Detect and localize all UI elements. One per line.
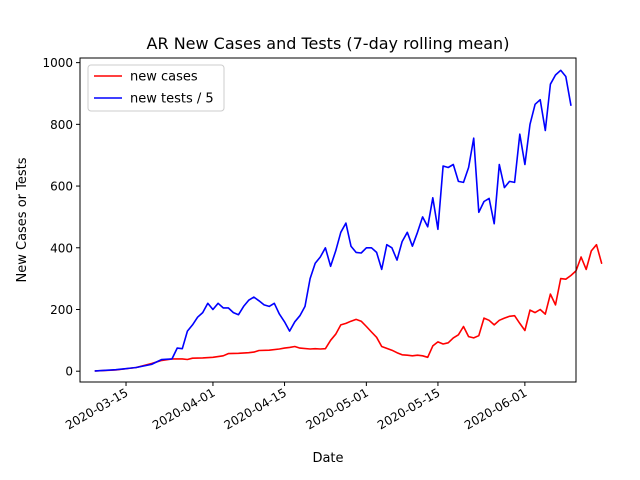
plot-frame [79,57,577,383]
y-tick-label: 400 [50,241,73,255]
series-line-0 [94,243,603,372]
legend: new cases new tests / 5 [87,64,225,112]
y-tick-label: 600 [50,180,73,194]
y-tick-label: 800 [50,118,73,132]
series-layer [94,69,603,372]
x-axis-label: Date [312,451,343,466]
y-tick-label: 200 [50,303,73,317]
legend-label-0: new cases [130,70,198,85]
y-axis: 0 200 400 600 800 1000 [42,56,80,379]
y-axis-label: New Cases or Tests [15,157,30,282]
series-line-1 [94,69,572,372]
legend-label-1: new tests / 5 [130,92,214,107]
chart-title: AR New Cases and Tests (7-day rolling me… [147,34,510,53]
y-tick-label: 0 [65,365,73,379]
y-tick-label: 1000 [42,56,73,70]
